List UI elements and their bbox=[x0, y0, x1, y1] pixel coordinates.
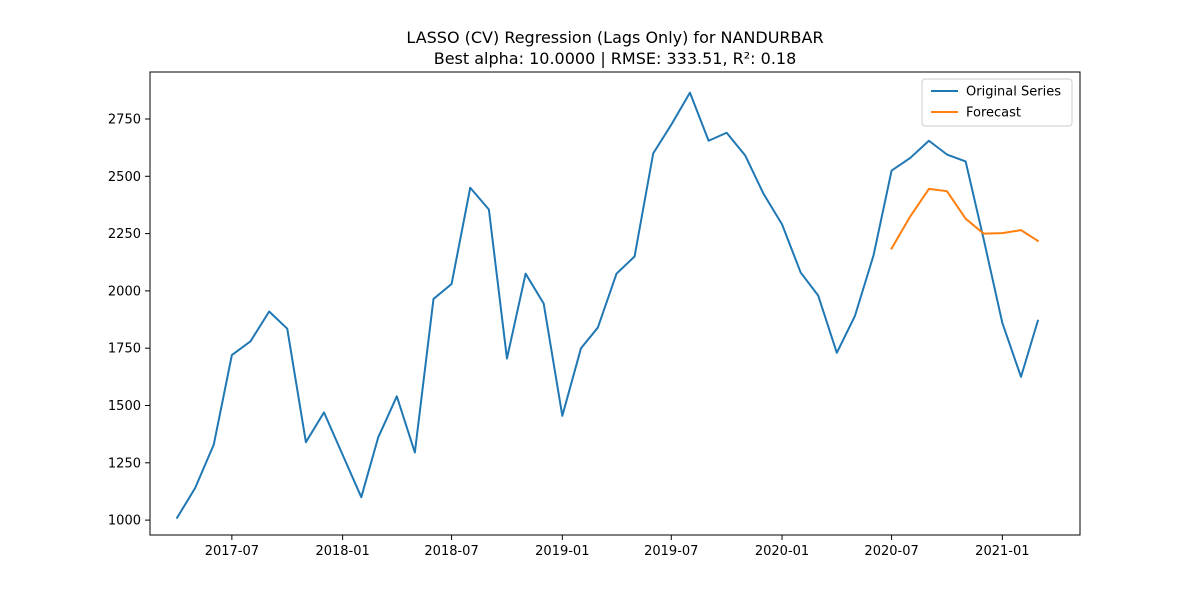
x-tick-label: 2017-07 bbox=[205, 544, 259, 559]
chart-title: LASSO (CV) Regression (Lags Only) for NA… bbox=[406, 28, 823, 47]
chart-subtitle: Best alpha: 10.0000 | RMSE: 333.51, R²: … bbox=[434, 49, 797, 68]
x-tick-label: 2021-01 bbox=[975, 544, 1029, 559]
y-tick-label: 2500 bbox=[108, 170, 141, 185]
y-tick-label: 1250 bbox=[108, 456, 141, 471]
y-tick-label: 1500 bbox=[108, 399, 141, 414]
x-tick-label: 2019-01 bbox=[535, 544, 589, 559]
y-tick-label: 1750 bbox=[108, 342, 141, 357]
x-tick-label: 2019-07 bbox=[644, 544, 698, 559]
x-tick-label: 2018-07 bbox=[424, 544, 478, 559]
y-tick-label: 2750 bbox=[108, 112, 141, 127]
legend-label-original: Original Series bbox=[966, 85, 1061, 100]
x-tick-label: 2020-01 bbox=[755, 544, 809, 559]
x-tick-label: 2020-07 bbox=[864, 544, 918, 559]
axes-layer: 2017-07 2018-01 2018-07 2019-01 2019-07 2020-… bbox=[108, 71, 1081, 559]
series-line-forecast bbox=[890, 187, 1040, 250]
y-tick-label: 1000 bbox=[108, 514, 141, 529]
series-line-original bbox=[175, 91, 1040, 520]
y-tick-label: 2250 bbox=[108, 227, 141, 242]
x-tick-label: 2018-01 bbox=[315, 544, 369, 559]
legend: Original Series Forecast bbox=[921, 78, 1073, 127]
y-tick-label: 2000 bbox=[108, 284, 141, 299]
series-layer bbox=[175, 91, 1040, 520]
legend-box bbox=[921, 78, 1073, 127]
plot-frame bbox=[149, 71, 1081, 536]
legend-label-forecast: Forecast bbox=[966, 106, 1021, 121]
